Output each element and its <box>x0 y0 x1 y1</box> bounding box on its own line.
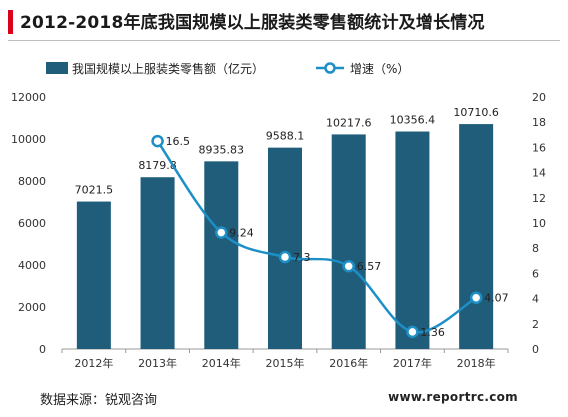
y-right-tick-label: 14 <box>532 167 546 180</box>
x-tick-label: 2016年 <box>329 356 368 370</box>
bar <box>459 124 494 350</box>
x-tick-label: 2015年 <box>266 356 305 370</box>
legend: 我国规模以上服装类零售额（亿元） 增速（%） <box>46 61 409 76</box>
x-tick-label: 2018年 <box>457 356 496 370</box>
line-marker <box>151 134 164 148</box>
title-divider <box>8 40 560 41</box>
line-series <box>151 134 483 339</box>
x-tick-label: 2014年 <box>202 356 241 370</box>
line-marker <box>406 325 419 339</box>
bar <box>268 147 302 349</box>
line-data-label: 16.5 <box>166 135 191 148</box>
y-right-tick-label: 0 <box>532 343 539 356</box>
line-data-labels: 16.5 9.24 7.3 6.57 1.36 4.07 <box>166 135 509 339</box>
bar <box>395 131 430 349</box>
bar-data-label: 8935.83 <box>199 143 245 156</box>
y-left-tick-label: 12000 <box>11 91 46 104</box>
legend-line-label: 增速（%） <box>350 62 409 76</box>
bar-data-label: 8179.8 <box>138 159 177 172</box>
y-right-tick-label: 6 <box>532 267 539 280</box>
line-marker <box>469 291 483 304</box>
line-marker <box>215 226 228 239</box>
y-left-tick-label: 2000 <box>18 301 46 314</box>
bar-data-labels: 7021.5 8179.8 8935.83 9588.1 10217.6 10356.4 1… <box>75 106 499 196</box>
bar-data-label: 10217.6 <box>326 116 372 129</box>
line-data-label: 9.24 <box>229 227 254 240</box>
y-right-tick-label: 10 <box>532 217 546 230</box>
bar-data-label: 10356.4 <box>390 114 436 127</box>
x-tick-label: 2017年 <box>393 356 432 370</box>
data-source: 数据来源：锐观咨询 <box>40 393 158 408</box>
x-tick-label: 2013年 <box>138 356 177 370</box>
y-right-tick-label: 12 <box>532 192 546 205</box>
legend-bar-label: 我国规模以上服装类零售额（亿元） <box>72 61 264 76</box>
bar-data-label: 9588.1 <box>266 130 305 143</box>
legend-line-marker <box>324 62 336 74</box>
line-marker <box>278 250 292 264</box>
y-left-tick-label: 10000 <box>11 133 46 146</box>
y-right-tick-label: 4 <box>532 293 539 306</box>
y-left-tick-label: 8000 <box>18 175 46 188</box>
bar-data-label: 7021.5 <box>75 184 114 197</box>
line-data-label: 7.3 <box>293 251 311 264</box>
bar <box>140 177 175 349</box>
y-right-tick-label: 18 <box>532 116 546 129</box>
y-right-tick-label: 16 <box>532 141 546 154</box>
y-right-tick-label: 20 <box>532 91 546 104</box>
y-right-tick-label: 2 <box>532 318 539 331</box>
line-data-label: 6.57 <box>357 260 382 273</box>
website-link[interactable]: www.reportrc.com <box>388 390 518 404</box>
y-left-tick-label: 0 <box>39 343 46 356</box>
chart-title: 2012-2018年底我国规模以上服装类零售额统计及增长情况 <box>20 13 485 33</box>
legend-bar-swatch <box>46 62 68 74</box>
y-left-tick-label: 4000 <box>18 259 46 272</box>
line-data-label: 1.36 <box>420 326 445 339</box>
bar <box>331 134 366 349</box>
y-left-tick-label: 6000 <box>18 217 46 230</box>
line-data-label: 4.07 <box>484 292 509 305</box>
axes: 0 2000 4000 6000 8000 10000 12000 0 2 4 6 8 10 12 14 16… <box>11 91 546 370</box>
bar-series <box>76 124 494 350</box>
bar <box>76 201 111 349</box>
x-tick-label: 2012年 <box>74 356 113 370</box>
title-accent-bar <box>8 10 13 34</box>
line-marker <box>342 259 355 273</box>
y-right-tick-label: 8 <box>532 242 539 255</box>
bar-data-label: 10710.6 <box>453 106 499 119</box>
bar <box>204 161 239 349</box>
